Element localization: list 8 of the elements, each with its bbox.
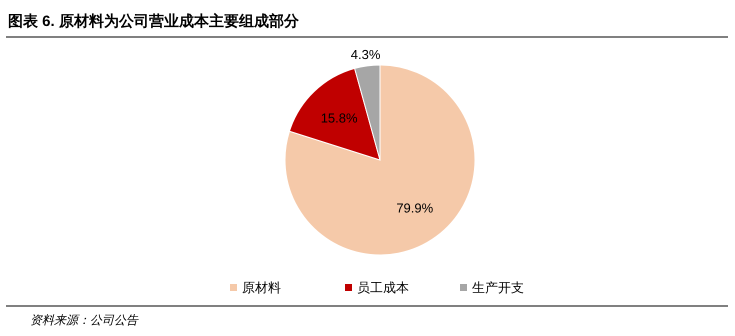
text: 资料来源：公司公告 bbox=[30, 313, 139, 327]
legend-label: 生产开支 bbox=[472, 280, 524, 295]
chart-title: 图表 6. 原材料为公司营业成本主要组成部分 bbox=[8, 12, 300, 30]
legend-label: 原材料 bbox=[242, 280, 281, 295]
data-label: 4.3% bbox=[350, 46, 381, 62]
data-label: 79.9% bbox=[396, 200, 434, 216]
legend-label: 员工成本 bbox=[357, 280, 409, 295]
data-label: 15.8% bbox=[320, 110, 358, 126]
